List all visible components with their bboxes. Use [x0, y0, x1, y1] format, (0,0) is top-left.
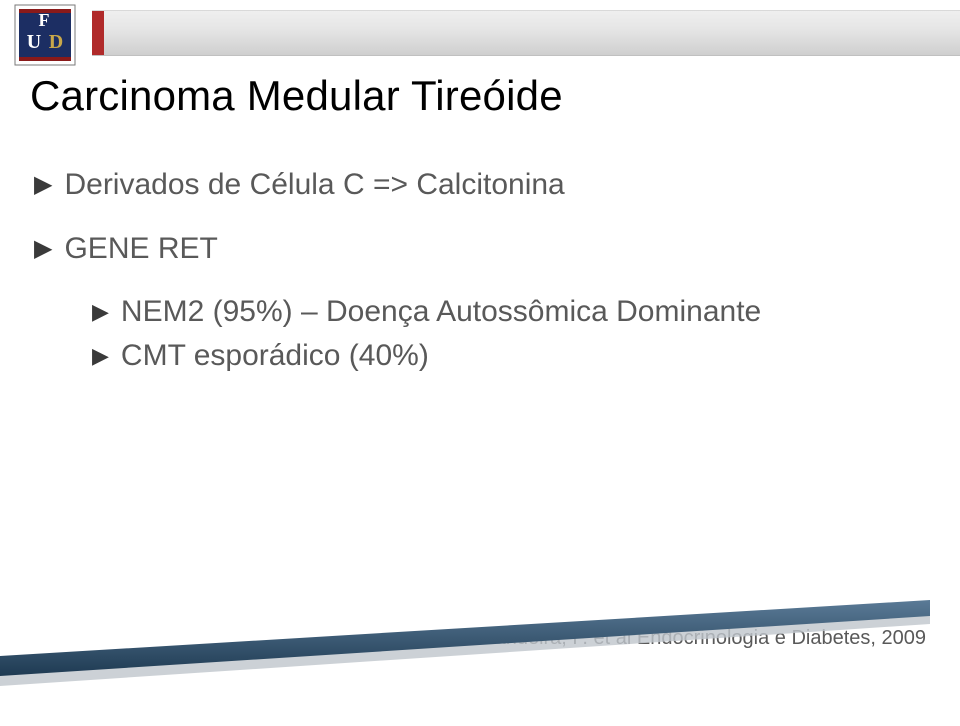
footer-decoration [0, 606, 960, 686]
header-band [92, 10, 960, 56]
institution-logo: F U D [14, 4, 76, 66]
bullet-text: Derivados de Célula C => Calcitonina [64, 166, 564, 204]
bullet-text: NEM2 (95%) – Doença Autossômica Dominant… [121, 293, 761, 331]
bullet-text: CMT esporádico (40%) [121, 337, 429, 375]
slide-content: ▶ Derivados de Célula C => Calcitonina ▶… [34, 166, 920, 380]
bullet-item: ▶ GENE RET [34, 230, 920, 268]
logo-letter-right: D [49, 31, 63, 53]
bullet-item: ▶ Derivados de Célula C => Calcitonina [34, 166, 920, 204]
logo-letter-left: U [27, 31, 41, 53]
slide-title: Carcinoma Medular Tireóide [30, 72, 563, 120]
bullet-sub-item: ▶ CMT esporádico (40%) [92, 337, 920, 375]
bullet-marker-icon: ▶ [92, 298, 109, 326]
bullet-marker-icon: ▶ [92, 342, 109, 370]
bullet-marker-icon: ▶ [34, 170, 52, 200]
bullet-sub-item: ▶ NEM2 (95%) – Doença Autossômica Domina… [92, 293, 920, 331]
logo-letter-top: F [39, 10, 50, 30]
bullet-text: GENE RET [64, 230, 217, 268]
bullet-marker-icon: ▶ [34, 234, 52, 264]
